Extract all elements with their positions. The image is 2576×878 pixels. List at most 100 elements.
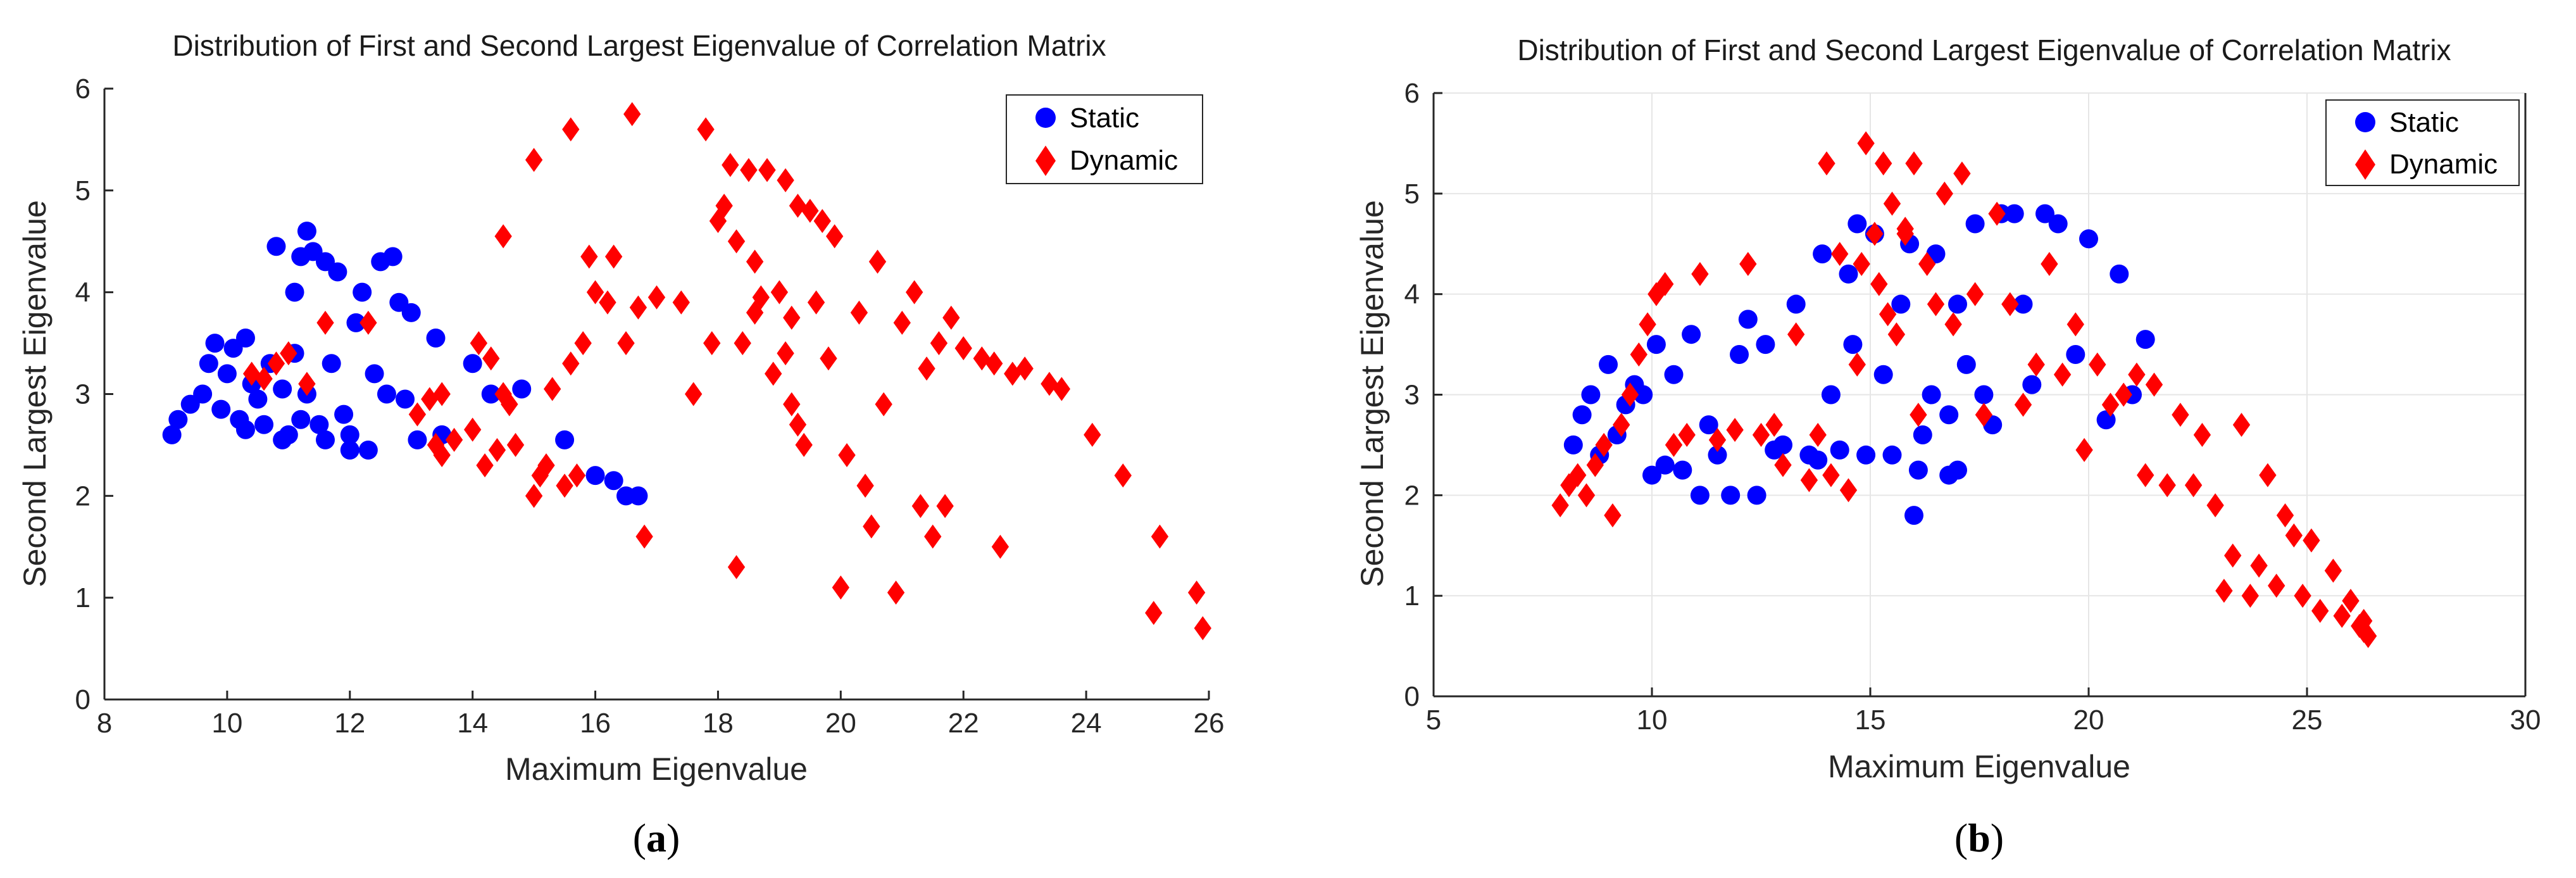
data-point-static (309, 415, 329, 434)
y-tick-label: 5 (75, 175, 91, 206)
data-point-dynamic (2075, 437, 2093, 462)
data-point-dynamic (1613, 413, 1630, 437)
data-point-static (291, 410, 311, 429)
legend-label-static-b: Static (2389, 107, 2459, 138)
legend-b: Static Dynamic (2325, 99, 2520, 186)
data-point-static (1747, 486, 1766, 505)
data-point-dynamic (672, 290, 690, 315)
data-point-dynamic (433, 382, 451, 406)
data-point-static (1904, 506, 1923, 525)
data-point-dynamic (1953, 161, 1971, 186)
data-point-dynamic (476, 453, 494, 478)
data-point-dynamic (1879, 302, 1897, 327)
data-point-static (1786, 294, 1806, 314)
data-point-dynamic (1739, 252, 1757, 277)
data-point-dynamic (703, 331, 721, 356)
panel-letter-b: b (1968, 815, 1991, 860)
data-point-dynamic (1053, 377, 1071, 401)
data-point-static (285, 282, 304, 302)
x-tick-label: 10 (211, 708, 242, 739)
data-point-static (2004, 204, 2024, 223)
data-point-static (383, 247, 403, 267)
data-point-dynamic (2324, 558, 2342, 583)
data-point-dynamic (1577, 483, 1596, 508)
legend-label-dynamic-b: Dynamic (2389, 149, 2498, 180)
data-point-dynamic (1084, 422, 1101, 447)
data-point-static (481, 384, 501, 404)
data-point-static (1708, 445, 1727, 465)
data-point-dynamic (1883, 191, 1901, 216)
data-point-dynamic (1918, 252, 1936, 277)
data-point-dynamic (242, 361, 261, 386)
data-point-dynamic (635, 524, 653, 549)
panel-label-b: (b) (1954, 815, 2004, 860)
data-point-dynamic (1870, 272, 1888, 296)
data-point-dynamic (1586, 453, 1604, 477)
data-point-dynamic (752, 285, 770, 310)
data-point-dynamic (991, 534, 1010, 559)
y-tick-label: 3 (1404, 380, 1420, 411)
data-point-static (1682, 325, 1701, 344)
data-point-static (2022, 375, 2042, 394)
x-tick-label: 16 (580, 708, 611, 739)
data-point-dynamic (868, 249, 887, 274)
x-tick-label: 24 (1071, 708, 1102, 739)
x-axis-label-b: Maximum Eigenvalue (1828, 749, 2130, 784)
data-point-dynamic (893, 310, 911, 335)
data-point-dynamic (1639, 312, 1656, 337)
legend-box-b (2325, 99, 2520, 186)
data-point-dynamic (2355, 608, 2373, 633)
y-tick-label: 1 (75, 582, 91, 613)
y-ticks-b: 0 1 2 3 4 5 6 (1404, 78, 1442, 712)
data-point-dynamic (2193, 423, 2211, 448)
data-point-dynamic (1839, 478, 1858, 503)
data-point-dynamic (1656, 272, 1674, 296)
data-point-dynamic (727, 229, 746, 254)
data-point-static (1756, 335, 1775, 354)
data-point-dynamic (813, 209, 831, 234)
data-point-static (1873, 365, 1893, 384)
data-point-dynamic (924, 524, 942, 549)
data-point-dynamic (2303, 528, 2320, 553)
data-point-dynamic (2158, 473, 2176, 498)
data-point-dynamic (556, 473, 573, 498)
data-point-dynamic (2268, 574, 2285, 598)
data-point-dynamic (2259, 463, 2277, 487)
data-point-dynamic (734, 331, 751, 356)
data-point-dynamic (2137, 463, 2154, 487)
y-tick-label: 1 (1404, 580, 1420, 611)
legend-marker-static-a (1035, 108, 1056, 128)
data-point-static (235, 329, 255, 348)
data-point-dynamic (1114, 463, 1132, 488)
points-b (1551, 131, 2377, 648)
data-point-dynamic (482, 346, 500, 371)
data-point-static (2079, 229, 2098, 249)
chart-title-a: Distribution of First and Second Largest… (172, 29, 1106, 62)
data-point-static (1839, 264, 1858, 284)
data-point-dynamic (2128, 362, 2146, 387)
x-tick-label: 25 (2292, 705, 2323, 736)
data-point-dynamic (501, 392, 518, 417)
data-point-static (1939, 405, 1959, 425)
data-point-static (426, 329, 446, 348)
data-point-static (1922, 385, 1941, 405)
data-point-dynamic (1988, 201, 2006, 226)
data-point-dynamic (1726, 418, 1744, 442)
data-point-dynamic (586, 280, 604, 304)
data-point-dynamic (746, 249, 764, 274)
x-tick-label: 8 (97, 708, 112, 739)
data-point-dynamic (2089, 352, 2106, 377)
data-point-dynamic (488, 437, 506, 462)
data-point-dynamic (727, 555, 746, 579)
data-point-static (1830, 440, 1849, 460)
data-point-dynamic (544, 377, 561, 401)
y-ticks-a: 0 1 2 3 4 5 6 (75, 73, 113, 715)
data-point-dynamic (1752, 423, 1770, 448)
data-point-static (328, 262, 347, 282)
data-point-static (205, 334, 225, 353)
data-point-dynamic (2115, 382, 2132, 407)
data-point-dynamic (1016, 356, 1034, 381)
x-tick-label: 30 (2510, 705, 2541, 736)
data-point-static (1563, 435, 1583, 455)
data-point-dynamic (918, 356, 935, 381)
